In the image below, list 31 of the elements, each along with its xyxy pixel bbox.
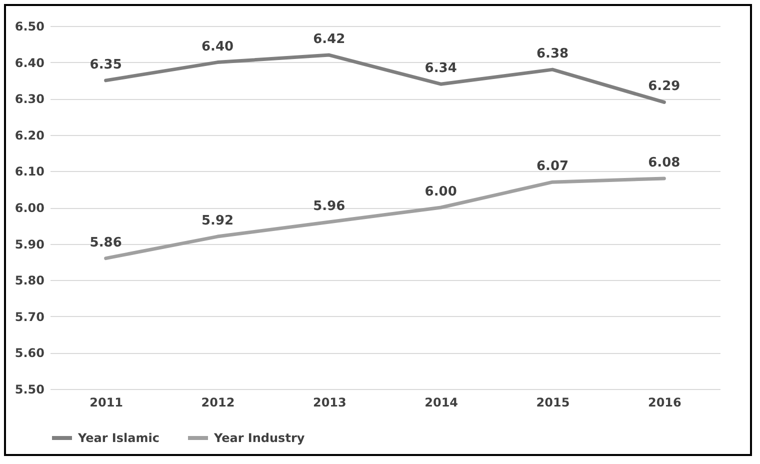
y-tick-label: 6.40	[14, 56, 44, 70]
data-label: 6.00	[424, 184, 457, 200]
x-tick-label: 2013	[312, 396, 346, 410]
data-label: 6.40	[201, 39, 234, 54]
data-label: 6.38	[536, 46, 569, 62]
data-label: 5.86	[90, 235, 122, 250]
x-tick-label: 2011	[90, 396, 124, 410]
data-label: 5.92	[201, 214, 234, 229]
x-tick-label: 2016	[648, 396, 682, 410]
y-tick-label: 6.20	[14, 128, 44, 142]
data-label: 5.96	[313, 199, 346, 214]
data-label: 6.34	[424, 61, 457, 76]
y-tick-label: 5.70	[14, 310, 44, 324]
data-label: 6.08	[648, 155, 680, 170]
y-tick-label: 5.80	[14, 274, 44, 288]
data-label: 6.29	[648, 79, 680, 94]
x-tick-label: 2014	[424, 396, 458, 410]
y-tick-label: 5.60	[14, 346, 44, 360]
legend-label: Year Islamic	[77, 431, 160, 445]
x-tick-label: 2015	[536, 396, 570, 410]
y-tick-label: 5.50	[14, 382, 44, 396]
legend-label: Year Industry	[213, 431, 305, 445]
y-tick-label: 6.50	[14, 20, 44, 34]
y-tick-label: 5.90	[14, 237, 44, 252]
x-tick-label: 2012	[201, 396, 235, 410]
y-tick-label: 6.00	[14, 201, 44, 215]
y-tick-label: 6.10	[14, 164, 44, 179]
data-label: 6.07	[536, 159, 569, 174]
data-label: 6.42	[313, 32, 346, 48]
data-label: 6.35	[90, 57, 122, 72]
y-tick-label: 6.30	[14, 92, 44, 106]
